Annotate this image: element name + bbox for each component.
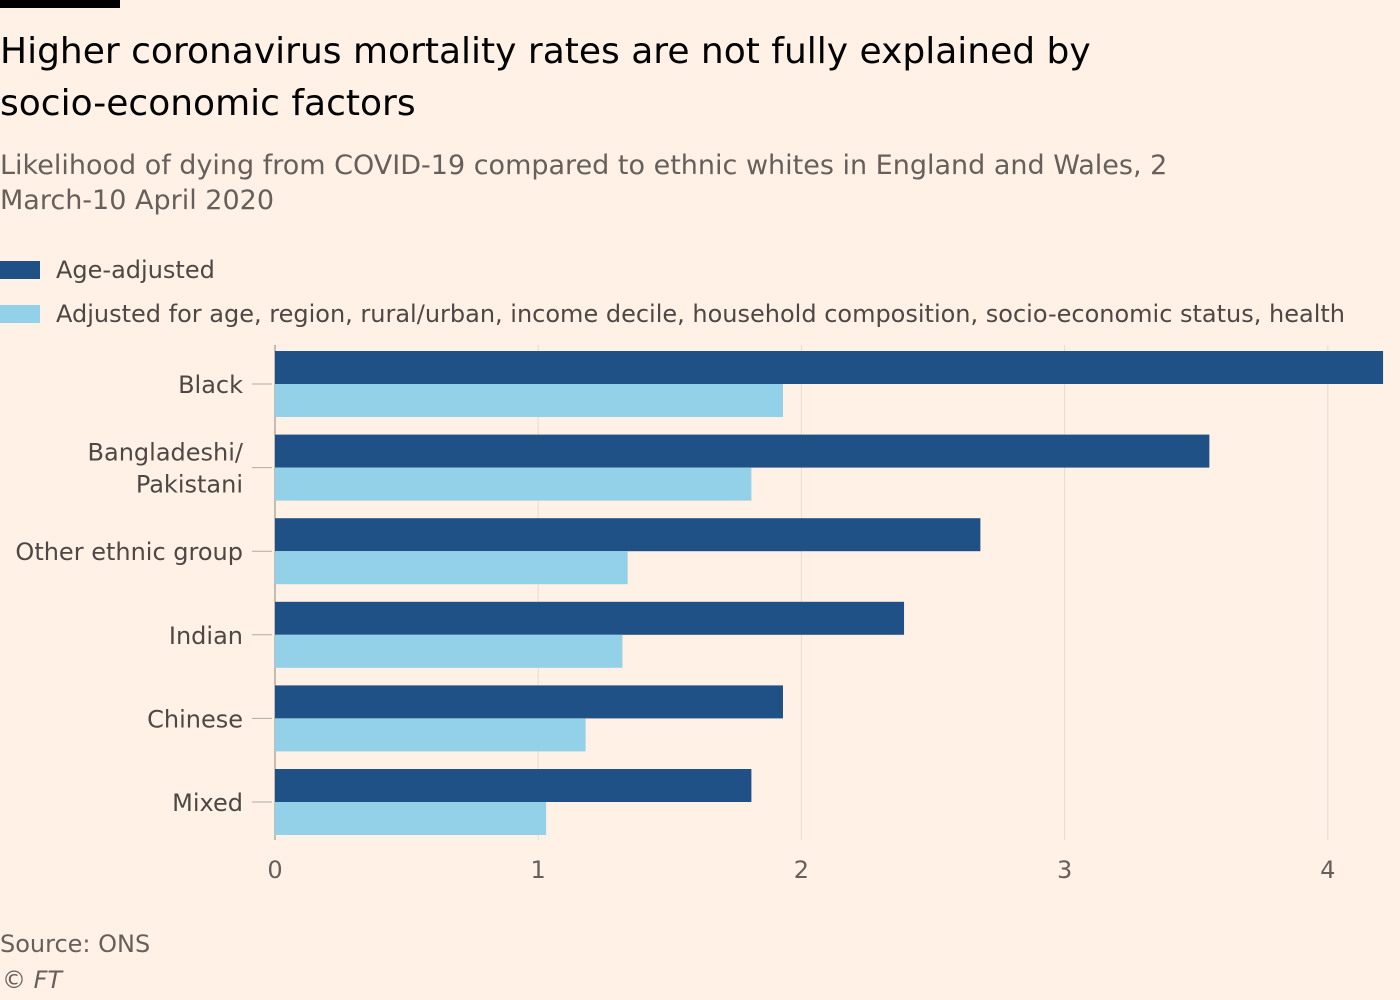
category-label: Other ethnic group [15,538,243,566]
ft-top-bar [0,0,120,8]
legend-label: Age-adjusted [56,256,215,284]
legend-label: Adjusted for age, region, rural/urban, i… [56,300,1345,328]
x-tick-label: 0 [267,856,282,884]
bar-fully-adjusted [275,384,783,417]
bar-age-adjusted [275,685,783,719]
bar-age-adjusted [275,434,1210,468]
x-tick-label: 2 [794,856,809,884]
bar-fully-adjusted [275,802,547,835]
legend-item-age-adjusted: Age-adjusted [0,248,1345,292]
bar-fully-adjusted [275,467,752,501]
x-tick-label: 3 [1057,856,1072,884]
category-label: Chinese [147,705,243,733]
bar-fully-adjusted [275,551,628,585]
category-label: Indian [169,622,243,650]
legend-swatch [0,261,40,279]
legend-item-fully-adjusted: Adjusted for age, region, rural/urban, i… [0,292,1345,336]
chart-title: Higher coronavirus mortality rates are n… [0,31,1091,124]
copyright: © FT [2,966,63,994]
x-tick-label: 4 [1320,856,1335,884]
legend-swatch [0,305,40,323]
bar-fully-adjusted [275,718,586,752]
bar-fully-adjusted [275,634,623,668]
chart-subtitle: Likelihood of dying from COVID-19 compar… [0,150,1168,216]
bar-age-adjusted [275,518,981,552]
category-label: Black [178,371,243,399]
bar-age-adjusted [275,769,752,802]
category-label: Bangladeshi/Pakistani [88,439,244,499]
x-tick-label: 1 [531,856,546,884]
source-note: Source: ONS [0,930,151,958]
bar-age-adjusted [275,351,1384,384]
bar-age-adjusted [275,601,905,635]
legend: Age-adjusted Adjusted for age, region, r… [0,248,1345,336]
category-label: Mixed [172,789,243,817]
